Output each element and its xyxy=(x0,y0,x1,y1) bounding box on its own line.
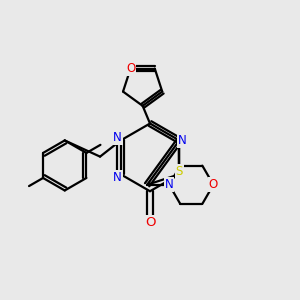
Text: O: O xyxy=(145,216,155,229)
Text: N: N xyxy=(165,178,174,191)
Text: N: N xyxy=(113,171,122,184)
Text: N: N xyxy=(178,134,187,147)
Text: O: O xyxy=(209,178,218,191)
Text: N: N xyxy=(113,131,122,144)
Text: S: S xyxy=(176,165,183,178)
Text: O: O xyxy=(126,62,135,75)
